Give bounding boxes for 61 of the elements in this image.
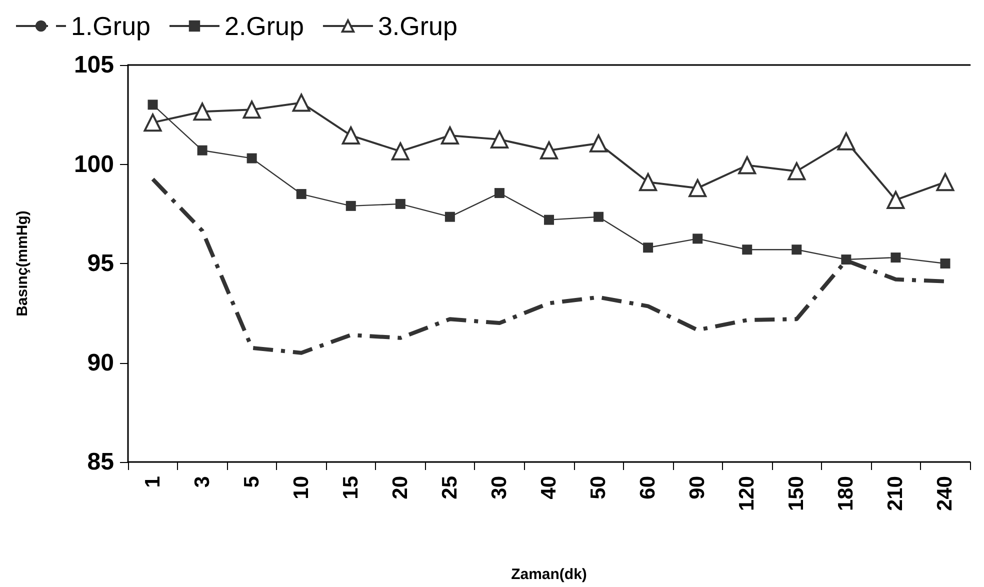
y-tick-label: 85: [87, 448, 114, 476]
point: [193, 102, 212, 121]
x-tick-label: 20: [388, 476, 412, 500]
point: [742, 244, 752, 255]
point: [544, 214, 554, 225]
point: [692, 234, 703, 244]
point: [886, 190, 905, 209]
x-tick-label: 210: [884, 476, 908, 512]
x-tick-label: 180: [834, 476, 858, 512]
x-tick-label: 40: [538, 476, 560, 500]
point: [440, 126, 459, 144]
point: [391, 142, 410, 160]
x-tick-label: 120: [736, 476, 759, 512]
legend-label: 1.Grup: [71, 11, 150, 41]
point: [643, 242, 654, 253]
point: [144, 114, 162, 132]
legend-label: 3.Grup: [378, 11, 458, 41]
point: [688, 179, 707, 198]
point: [246, 153, 257, 164]
point: [841, 254, 852, 265]
point: [242, 100, 261, 119]
x-tick-label: 5: [240, 476, 264, 488]
point: [890, 252, 901, 263]
x-tick-label: 90: [686, 476, 710, 500]
point: [792, 244, 802, 255]
point: [346, 200, 356, 211]
point: [594, 212, 604, 222]
point: [342, 126, 360, 144]
point: [490, 130, 508, 148]
point: [197, 145, 208, 156]
point: [639, 173, 658, 192]
point: [940, 258, 950, 268]
x-tick-label: 3: [190, 476, 214, 488]
x-tick-label: 240: [934, 476, 957, 512]
point: [837, 132, 856, 150]
x-tick-label: 150: [785, 476, 808, 512]
point: [292, 94, 310, 112]
x-tick-label: 30: [488, 476, 511, 500]
y-tick-label: 90: [87, 349, 114, 376]
x-tick-label: 50: [587, 476, 610, 500]
point: [395, 198, 406, 209]
point: [296, 189, 306, 200]
x-tick-label: 1: [141, 476, 164, 488]
point: [540, 141, 558, 160]
point: [148, 100, 158, 110]
x-axis-title: Zaman(dk): [511, 566, 587, 583]
y-tick-label: 95: [87, 250, 114, 277]
point: [590, 134, 608, 152]
y-tick-label: 100: [74, 150, 114, 178]
x-tick-label: 25: [438, 476, 462, 500]
x-tick-label: 10: [290, 476, 313, 500]
point: [738, 156, 756, 174]
point: [444, 212, 455, 222]
point: [494, 188, 504, 198]
y-tick-label: 105: [74, 52, 114, 78]
y-axis-title: Basınç(mmHg): [14, 210, 31, 316]
x-tick-label: 15: [339, 476, 362, 500]
legend-label: 2.Grup: [224, 11, 304, 41]
point: [788, 162, 806, 180]
x-tick-label: 60: [636, 476, 660, 500]
point: [936, 173, 954, 192]
